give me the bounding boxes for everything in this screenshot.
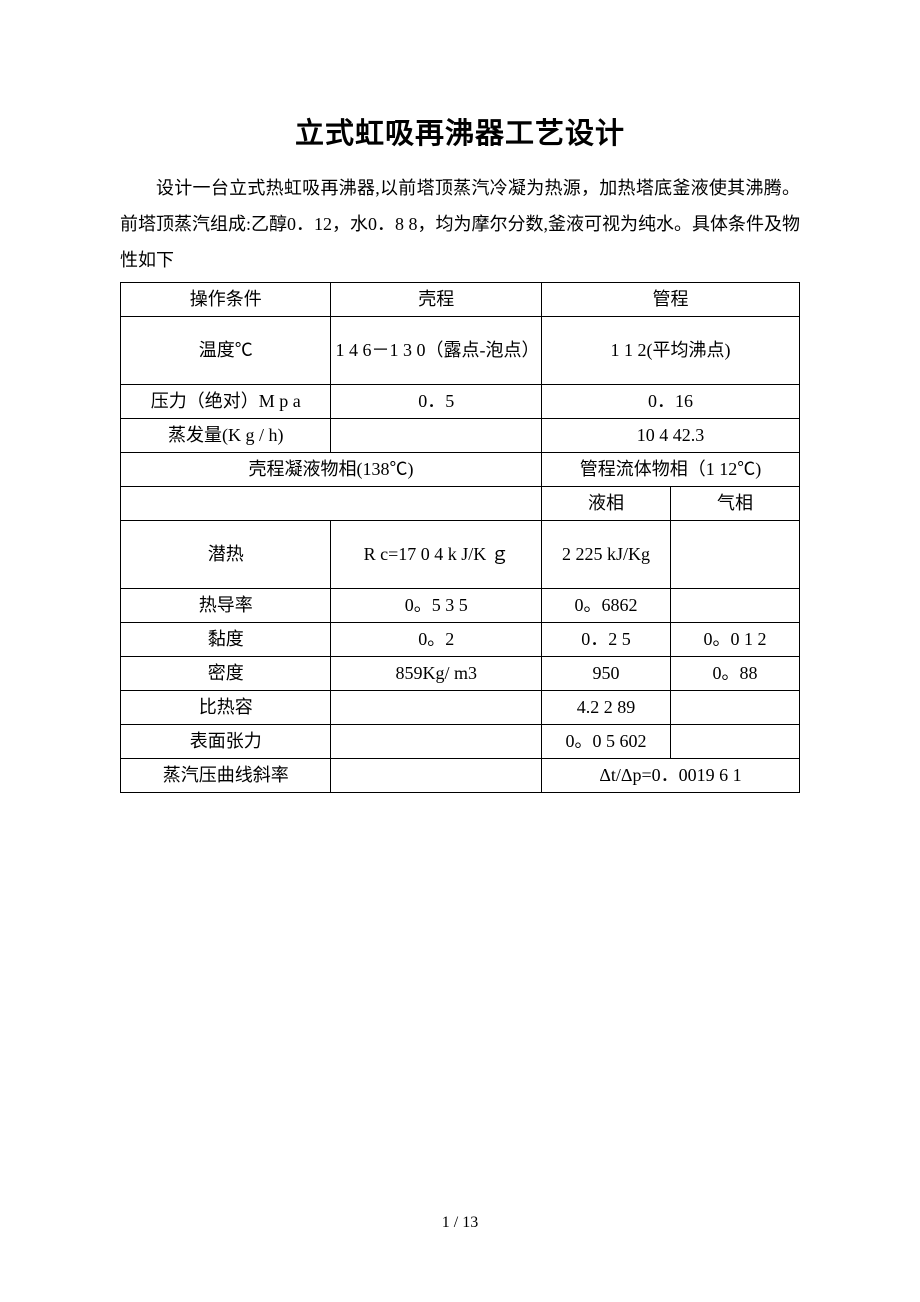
table-row: 比热容 4.2 2 89	[121, 691, 800, 725]
cell-liquid-dens: 950	[541, 657, 670, 691]
cell-shell-dens: 859Kg/ m3	[331, 657, 541, 691]
table-row: 蒸发量(K g / h) 10 4 42.3	[121, 419, 800, 453]
cell-liquid-cond: 0。6862	[541, 589, 670, 623]
cell-gas-tension	[670, 725, 799, 759]
label-pressure: 压力（绝对）M p a	[121, 385, 331, 419]
cell-liquid-visc: 0．2 5	[541, 623, 670, 657]
label-evaporation: 蒸发量(K g / h)	[121, 419, 331, 453]
header-shell-condensate-phase: 壳程凝液物相(138℃)	[121, 453, 542, 487]
header-tube-fluid-phase: 管程流体物相（1 12℃)	[541, 453, 799, 487]
cell-gas-cond	[670, 589, 799, 623]
table-row: 热导率 0。5 3 5 0。6862	[121, 589, 800, 623]
table-row: 蒸汽压曲线斜率 Δt/Δp=0．0019 6 1	[121, 759, 800, 793]
table-row: 壳程凝液物相(138℃) 管程流体物相（1 12℃)	[121, 453, 800, 487]
cell-shell-evap	[331, 419, 541, 453]
cell-liquid-latent: 2 225 kJ/Kg	[541, 521, 670, 589]
cell-liquid-tension: 0。0 5 602	[541, 725, 670, 759]
header-liquid-phase: 液相	[541, 487, 670, 521]
table-row: 密度 859Kg/ m3 950 0。88	[121, 657, 800, 691]
header-operating-conditions: 操作条件	[121, 283, 331, 317]
table-row: 表面张力 0。0 5 602	[121, 725, 800, 759]
cell-shell-temp: 1 4 6－1 3 0（露点-泡点）	[331, 317, 541, 385]
intro-paragraph: 设计一台立式热虹吸再沸器,以前塔顶蒸汽冷凝为热源，加热塔底釜液使其沸腾。前塔顶蒸…	[120, 170, 800, 278]
properties-table: 操作条件 壳程 管程 温度℃ 1 4 6－1 3 0（露点-泡点） 1 1 2(…	[120, 282, 800, 793]
label-vapor-pressure-slope: 蒸汽压曲线斜率	[121, 759, 331, 793]
cell-shell-latent: R c=17 0 4 k J/K ｇ	[331, 521, 541, 589]
cell-gas-visc: 0。0 1 2	[670, 623, 799, 657]
table-row: 液相 气相	[121, 487, 800, 521]
label-density: 密度	[121, 657, 331, 691]
cell-shell-slope	[331, 759, 541, 793]
cell-tube-temp: 1 1 2(平均沸点)	[541, 317, 799, 385]
cell-gas-latent	[670, 521, 799, 589]
header-gas-phase: 气相	[670, 487, 799, 521]
label-surface-tension: 表面张力	[121, 725, 331, 759]
page-title: 立式虹吸再沸器工艺设计	[120, 110, 800, 152]
table-row: 压力（绝对）M p a 0．5 0．16	[121, 385, 800, 419]
table-row: 黏度 0。2 0．2 5 0。0 1 2	[121, 623, 800, 657]
label-temperature: 温度℃	[121, 317, 331, 385]
table-row: 温度℃ 1 4 6－1 3 0（露点-泡点） 1 1 2(平均沸点)	[121, 317, 800, 385]
label-thermal-conductivity: 热导率	[121, 589, 331, 623]
label-viscosity: 黏度	[121, 623, 331, 657]
header-tube-side: 管程	[541, 283, 799, 317]
cell-gas-cp	[670, 691, 799, 725]
cell-tube-evap: 10 4 42.3	[541, 419, 799, 453]
cell-tube-slope: Δt/Δp=0．0019 6 1	[541, 759, 799, 793]
label-latent-heat: 潜热	[121, 521, 331, 589]
cell-shell-pressure: 0．5	[331, 385, 541, 419]
cell-liquid-cp: 4.2 2 89	[541, 691, 670, 725]
cell-shell-cp	[331, 691, 541, 725]
header-shell-side: 壳程	[331, 283, 541, 317]
cell-shell-visc: 0。2	[331, 623, 541, 657]
cell-empty	[121, 487, 542, 521]
page-number: 1 / 13	[0, 1214, 920, 1232]
cell-tube-pressure: 0．16	[541, 385, 799, 419]
cell-gas-dens: 0。88	[670, 657, 799, 691]
cell-shell-cond: 0。5 3 5	[331, 589, 541, 623]
cell-shell-tension	[331, 725, 541, 759]
table-row: 潜热 R c=17 0 4 k J/K ｇ 2 225 kJ/Kg	[121, 521, 800, 589]
table-row: 操作条件 壳程 管程	[121, 283, 800, 317]
label-specific-heat: 比热容	[121, 691, 331, 725]
